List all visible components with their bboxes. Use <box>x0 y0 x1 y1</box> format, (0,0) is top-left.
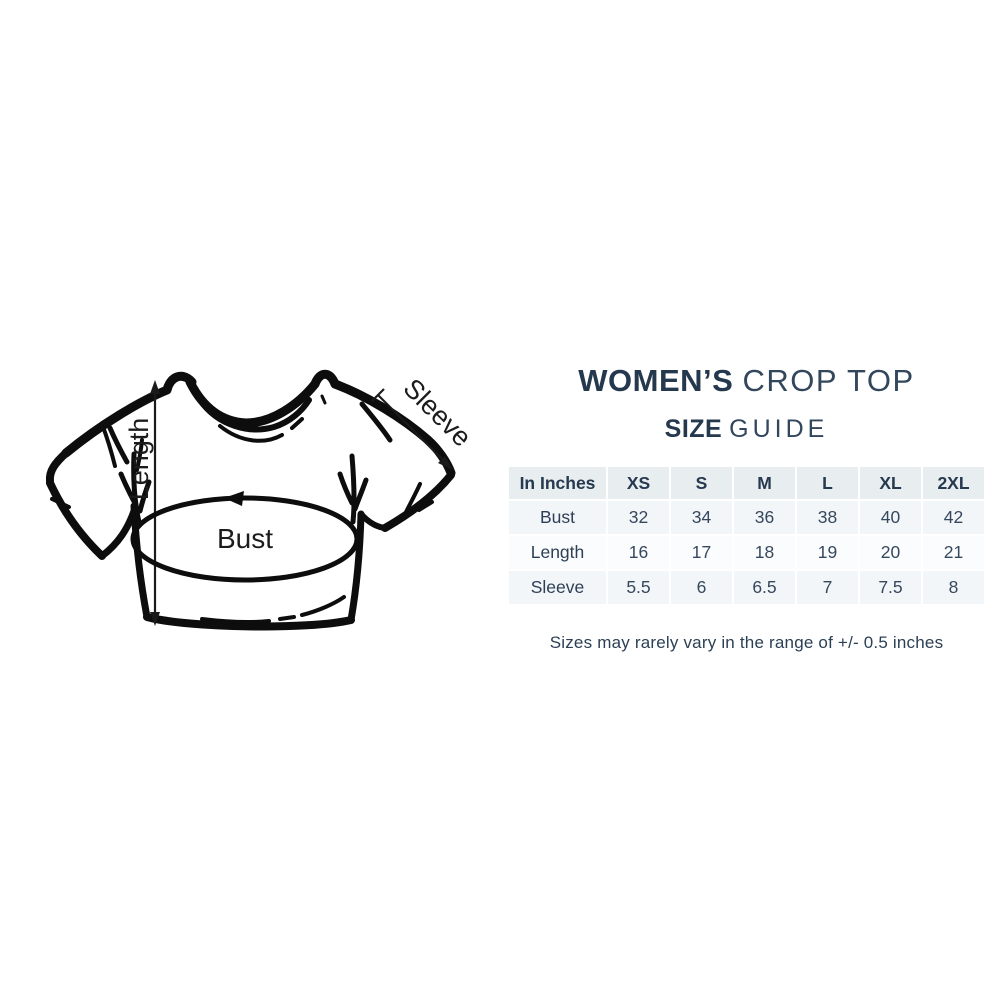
size-value-cell: 32 <box>608 501 669 534</box>
size-value-cell: 5.5 <box>608 571 669 604</box>
size-value-cell: 20 <box>860 536 921 569</box>
size-value-cell: 7.5 <box>860 571 921 604</box>
header-cell-s: S <box>671 467 732 499</box>
size-diagram: Length Bust Sleeve <box>22 356 478 652</box>
row-label-cell: Sleeve <box>509 571 606 604</box>
size-value-cell: 17 <box>671 536 732 569</box>
length-arrow <box>150 380 160 626</box>
size-value-cell: 42 <box>923 501 984 534</box>
shirt-fold-lines <box>50 401 434 625</box>
header-cell-m: M <box>734 467 795 499</box>
title-bold-part: WOMEN’S <box>578 363 734 398</box>
header-cell-unit: In Inches <box>509 467 606 499</box>
size-value-cell: 6.5 <box>734 571 795 604</box>
header-cell-l: L <box>797 467 858 499</box>
length-label: Length <box>124 418 154 501</box>
size-value-cell: 18 <box>734 536 795 569</box>
size-chart-table: In Inches XS S M L XL 2XL Bust 32 34 36 … <box>507 465 986 606</box>
size-value-cell: 38 <box>797 501 858 534</box>
size-value-cell: 7 <box>797 571 858 604</box>
size-value-cell: 21 <box>923 536 984 569</box>
tolerance-note: Sizes may rarely vary in the range of +/… <box>549 633 944 652</box>
size-guide-panel: WOMEN’S CROP TOP SIZE GUIDE In Inches XS… <box>507 362 986 653</box>
table-row-length: Length 16 17 18 19 20 21 <box>509 536 984 569</box>
crop-top-diagram-svg: Length Bust Sleeve <box>45 369 478 631</box>
size-value-cell: 19 <box>797 536 858 569</box>
bust-measure-ellipse <box>130 491 360 583</box>
bust-label: Bust <box>217 523 273 554</box>
sleeve-label: Sleeve <box>398 373 478 453</box>
size-value-cell: 16 <box>608 536 669 569</box>
size-value-cell: 34 <box>671 501 732 534</box>
table-row-bust: Bust 32 34 36 38 40 42 <box>509 501 984 534</box>
title-light-part: CROP TOP <box>742 363 915 398</box>
header-cell-2xl: 2XL <box>923 467 984 499</box>
page-subtitle: SIZE GUIDE <box>507 414 986 444</box>
row-label-cell: Length <box>509 536 606 569</box>
header-cell-xs: XS <box>608 467 669 499</box>
size-value-cell: 36 <box>734 501 795 534</box>
row-label-cell: Bust <box>509 501 606 534</box>
subtitle-bold-part: SIZE <box>664 415 723 443</box>
size-value-cell: 40 <box>860 501 921 534</box>
size-value-cell: 6 <box>671 571 732 604</box>
header-cell-xl: XL <box>860 467 921 499</box>
sleeve-arrow <box>371 388 453 470</box>
table-header-row: In Inches XS S M L XL 2XL <box>509 467 984 499</box>
table-row-sleeve: Sleeve 5.5 6 6.5 7 7.5 8 <box>509 571 984 604</box>
subtitle-light-part: GUIDE <box>729 415 829 443</box>
page-title: WOMEN’S CROP TOP <box>507 362 986 399</box>
size-value-cell: 8 <box>923 571 984 604</box>
